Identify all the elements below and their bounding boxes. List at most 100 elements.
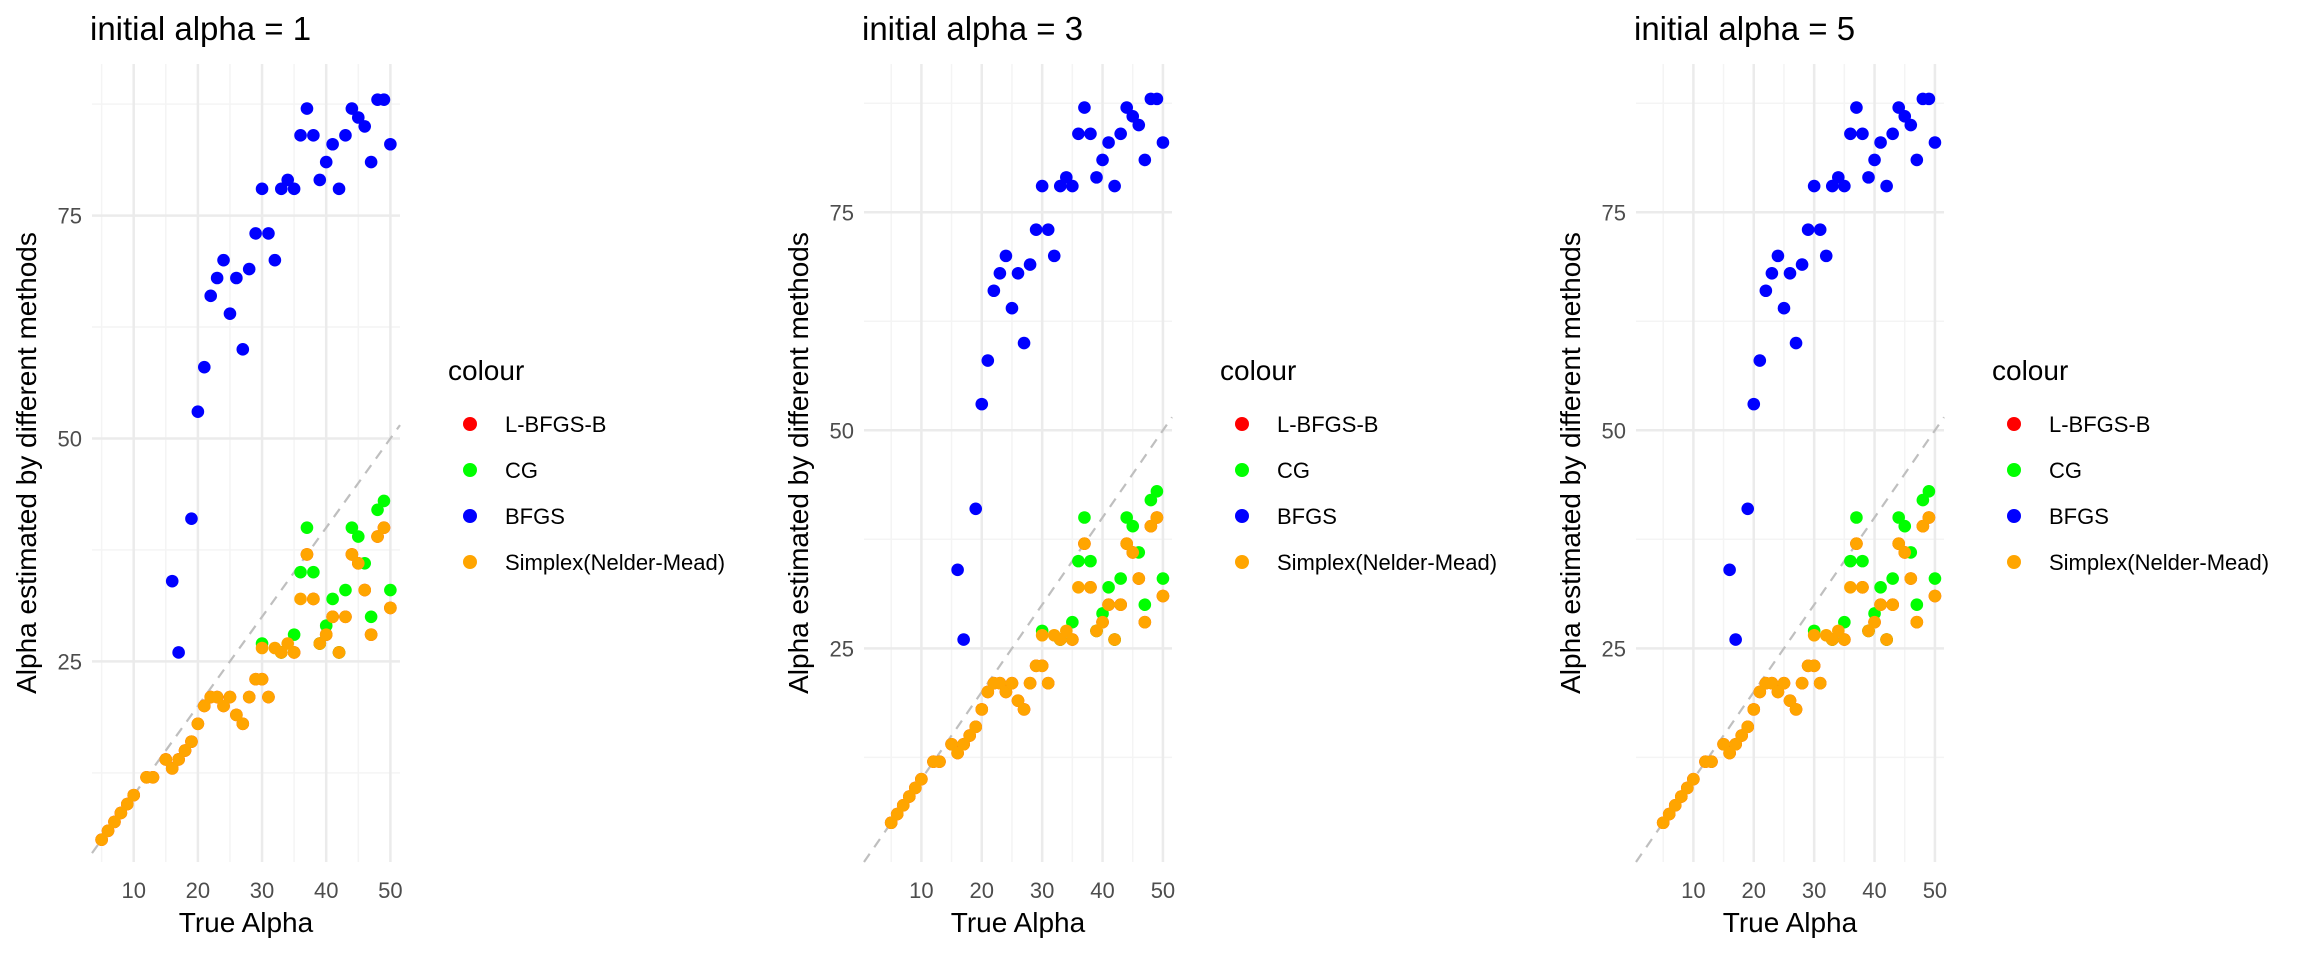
reference-line (91, 424, 401, 854)
data-point (1813, 676, 1827, 690)
data-point (114, 806, 128, 820)
x-tick-label: 40 (1090, 878, 1114, 903)
x-axis-title: True Alpha (1723, 907, 1858, 938)
series-l-bfgs-b (884, 511, 1170, 830)
data-point (384, 583, 397, 597)
data-point (223, 690, 237, 704)
series-l-bfgs-b (95, 521, 397, 847)
y-axis-title: Alpha estimated by different methods (1555, 232, 1586, 694)
data-point (1759, 284, 1773, 298)
legend-key (2007, 417, 2021, 431)
data-point (300, 548, 314, 561)
legend-title: colour (448, 355, 524, 386)
data-point (249, 227, 262, 240)
data-point (1928, 136, 1942, 149)
data-point (1856, 127, 1869, 141)
x-tick-label: 40 (314, 878, 338, 903)
data-point (178, 744, 192, 757)
data-point (1047, 249, 1061, 263)
series-bfgs (165, 93, 397, 659)
series-bfgs (951, 92, 1170, 646)
legend-label: L-BFGS-B (1277, 412, 1378, 437)
legend-key (1235, 417, 1249, 431)
y-tick-label: 75 (830, 200, 854, 225)
data-point (185, 512, 198, 526)
data-point (1910, 615, 1924, 629)
data-point (1035, 628, 1049, 642)
data-point (172, 646, 185, 659)
data-point (313, 637, 327, 650)
data-point (101, 824, 115, 838)
data-point (1807, 179, 1821, 193)
data-point (255, 182, 269, 196)
data-point (1017, 703, 1031, 716)
legend-key (2007, 555, 2021, 569)
data-point (242, 262, 256, 276)
data-point (1741, 720, 1755, 734)
data-point (1844, 554, 1857, 568)
x-tick-label: 40 (1862, 878, 1886, 903)
data-point (1904, 118, 1918, 132)
data-point (1005, 301, 1019, 315)
data-point (1102, 136, 1115, 149)
data-point (1017, 336, 1031, 350)
data-point (1874, 136, 1887, 149)
data-point (975, 397, 989, 411)
data-point (1072, 580, 1085, 594)
data-point (1795, 676, 1809, 690)
legend-title: colour (1220, 355, 1296, 386)
data-point (1910, 598, 1924, 612)
data-point (197, 360, 211, 374)
chart-panel-3: initial alpha = 5 25 50 75 10 20 30 40 50 True Al… (1555, 10, 2269, 938)
y-tick-label: 50 (1602, 418, 1626, 443)
data-point (1035, 659, 1049, 673)
legend-label: Simplex(Nelder-Mead) (505, 550, 725, 575)
data-point (1844, 580, 1857, 594)
series-simplex-nelder-mead- (884, 511, 1170, 830)
data-point (1922, 92, 1936, 106)
data-point (1011, 267, 1025, 280)
data-point (1753, 354, 1767, 367)
data-point (1904, 572, 1918, 585)
data-point (1777, 676, 1791, 690)
data-point (1838, 633, 1851, 646)
data-point (255, 641, 269, 655)
data-point (1023, 676, 1037, 690)
y-tick-label: 25 (58, 649, 82, 674)
data-point (1862, 171, 1875, 184)
data-point (1078, 101, 1091, 114)
data-point (326, 610, 339, 624)
data-point (1747, 703, 1761, 716)
data-point (1156, 589, 1170, 603)
data-point (210, 271, 224, 285)
data-point (1114, 127, 1127, 141)
data-point (319, 628, 333, 641)
data-point (1819, 628, 1833, 642)
data-point (1886, 598, 1899, 612)
legend-key (463, 555, 477, 569)
data-point (371, 503, 384, 517)
data-point (345, 548, 359, 561)
legend: colour L-BFGS-B CG BFGS Simplex(Nelder-Mead) (1992, 355, 2269, 575)
data-point (969, 502, 983, 516)
data-point (217, 253, 230, 267)
data-point (1078, 537, 1091, 550)
data-point (294, 592, 307, 606)
data-point (326, 592, 339, 606)
data-point (1687, 772, 1700, 786)
data-point (1747, 397, 1761, 411)
data-point (95, 833, 108, 847)
y-axis-title: Alpha estimated by different methods (783, 232, 814, 694)
series-bfgs (1723, 92, 1942, 646)
data-point (307, 592, 320, 606)
data-point (165, 762, 179, 775)
chart-title: initial alpha = 1 (90, 10, 311, 47)
x-axis-title: True Alpha (951, 907, 1086, 938)
y-tick-label: 25 (830, 636, 854, 661)
data-point (185, 735, 198, 748)
y-tick-label: 75 (1602, 200, 1626, 225)
data-point (262, 227, 275, 240)
data-point (319, 619, 333, 633)
data-point (915, 772, 928, 786)
x-tick-label: 20 (186, 878, 210, 903)
